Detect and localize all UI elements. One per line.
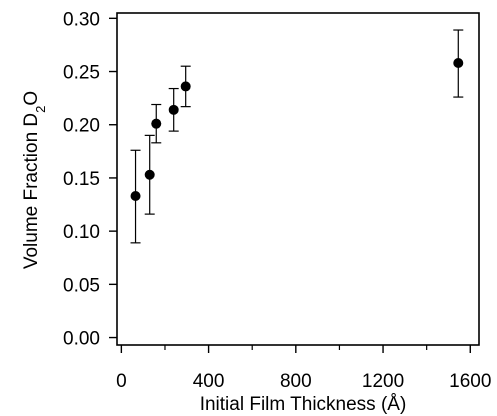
plot-area-frame bbox=[116, 12, 480, 346]
plot-frame bbox=[116, 12, 480, 346]
data-point bbox=[168, 104, 179, 115]
y-tick-label: 0.10 bbox=[63, 222, 100, 243]
x-axis-ticks: 0 400 800 1200 1600 bbox=[116, 345, 491, 392]
y-tick-label: 0.30 bbox=[63, 9, 100, 30]
y-tick-label: 0.25 bbox=[63, 63, 100, 84]
x-axis-title: Initial Film Thickness (Å) bbox=[200, 394, 407, 415]
data-point bbox=[144, 169, 155, 180]
y-axis-ticks: 0.00 0.05 0.10 0.15 0.20 0.25 0.30 bbox=[63, 9, 117, 350]
x-tick-label: 0 bbox=[116, 371, 127, 392]
data-point bbox=[151, 118, 162, 129]
x-tick-label: 1600 bbox=[449, 371, 491, 392]
data-point bbox=[130, 191, 141, 202]
error-bars bbox=[130, 29, 464, 244]
data-points bbox=[130, 58, 464, 202]
y-tick-label: 0.00 bbox=[63, 329, 100, 350]
y-tick-label: 0.05 bbox=[63, 275, 100, 296]
y-tick-label: 0.20 bbox=[63, 116, 100, 137]
x-tick-label: 1200 bbox=[362, 371, 404, 392]
x-tick-label: 400 bbox=[193, 371, 225, 392]
y-axis-title: Volume Fraction D2O bbox=[21, 91, 48, 269]
data-point bbox=[180, 81, 191, 92]
data-point bbox=[453, 58, 464, 69]
y-tick-label: 0.15 bbox=[63, 169, 100, 190]
x-tick-label: 800 bbox=[280, 371, 312, 392]
